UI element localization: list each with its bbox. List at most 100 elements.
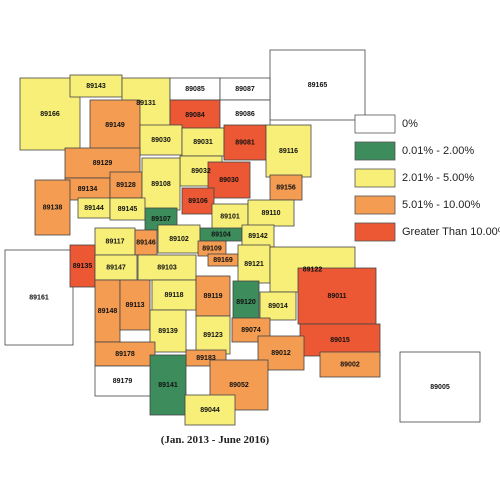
zip-label: 89086 bbox=[235, 111, 255, 118]
zip-region bbox=[247, 199, 295, 227]
zip-label: 89102 bbox=[169, 236, 189, 243]
zip-label: 89169 bbox=[213, 257, 233, 264]
zip-label: 89087 bbox=[235, 86, 255, 93]
zip-label: 89118 bbox=[164, 292, 183, 299]
zip-region bbox=[399, 351, 481, 423]
zip-region bbox=[259, 291, 297, 321]
zip-region bbox=[94, 279, 121, 343]
legend-label: Greater Than 10.00% bbox=[402, 226, 500, 238]
zip-label: 89139 bbox=[158, 328, 178, 335]
zip-label: 89128 bbox=[116, 182, 136, 189]
zip-label: 89044 bbox=[200, 407, 220, 414]
zip-label: 89101 bbox=[220, 213, 240, 220]
zip-region bbox=[141, 157, 181, 211]
zip-label: 89110 bbox=[261, 210, 280, 217]
zip-label: 89032 bbox=[191, 168, 211, 175]
zip-label: 89030 bbox=[219, 177, 239, 184]
zip-label: 89166 bbox=[40, 111, 60, 118]
caption: (Jan. 2013 - June 2016) bbox=[161, 434, 270, 446]
zip-label: 89121 bbox=[244, 261, 264, 268]
zip-label: 89141 bbox=[158, 382, 178, 389]
zip-label: 89179 bbox=[113, 378, 133, 385]
legend-swatch bbox=[354, 222, 396, 242]
zip-label: 89107 bbox=[151, 216, 171, 223]
zip-label: 89122 bbox=[303, 266, 323, 273]
zip-label: 89117 bbox=[105, 238, 124, 245]
zip-label: 89085 bbox=[185, 86, 205, 93]
zip-label: 89015 bbox=[330, 337, 350, 344]
zip-label: 89143 bbox=[86, 83, 106, 90]
zip-region bbox=[195, 275, 231, 317]
zip-region bbox=[94, 254, 138, 281]
legend-swatch bbox=[354, 195, 396, 215]
legend: 0% 0.01% - 2.00% 2.01% - 5.00% 5.01% - 10.0… bbox=[354, 114, 500, 242]
zip-label: 89104 bbox=[211, 231, 231, 238]
zip-region bbox=[151, 279, 197, 311]
zip-label: 89138 bbox=[43, 204, 63, 211]
zip-label: 89031 bbox=[193, 139, 213, 146]
zip-label: 89074 bbox=[241, 327, 261, 334]
zip-label: 89146 bbox=[136, 239, 156, 246]
zip-region bbox=[94, 227, 136, 256]
zip-label: 89011 bbox=[327, 293, 346, 300]
zip-label: 89113 bbox=[125, 302, 144, 309]
zip-region bbox=[223, 124, 267, 161]
zip-label: 89120 bbox=[236, 299, 256, 306]
zip-label: 89142 bbox=[248, 233, 268, 240]
regions: 89165 89161 89005 89166 89143 89131 89085 89087… bbox=[4, 49, 481, 426]
zip-label: 89119 bbox=[203, 293, 222, 300]
zip-region bbox=[232, 280, 260, 324]
zip-label: 89165 bbox=[308, 82, 328, 89]
zip-region bbox=[109, 171, 143, 199]
legend-label: 5.01% - 10.00% bbox=[402, 199, 480, 211]
zip-label: 89135 bbox=[73, 263, 93, 270]
zip-label: 89144 bbox=[84, 205, 104, 212]
zip-region bbox=[184, 394, 236, 426]
zip-region bbox=[139, 124, 183, 156]
zip-label: 89145 bbox=[118, 206, 138, 213]
legend-label: 2.01% - 5.00% bbox=[402, 172, 474, 184]
zip-region bbox=[181, 187, 215, 215]
zip-label: 89129 bbox=[93, 160, 113, 167]
zip-label: 89005 bbox=[430, 384, 450, 391]
zip-label: 89106 bbox=[188, 198, 208, 205]
legend-swatch bbox=[354, 141, 396, 161]
zip-label: 89002 bbox=[340, 361, 360, 368]
zip-label: 89161 bbox=[29, 294, 49, 301]
zip-label: 89014 bbox=[268, 303, 288, 310]
zip-region bbox=[219, 99, 271, 129]
zip-region bbox=[34, 179, 71, 236]
zip-label: 89131 bbox=[136, 100, 156, 107]
zip-region bbox=[299, 323, 381, 357]
zip-label: 89134 bbox=[78, 186, 98, 193]
zip-label: 89109 bbox=[202, 245, 222, 252]
zip-label: 89183 bbox=[196, 355, 216, 362]
zip-region bbox=[269, 49, 366, 121]
zip-region bbox=[4, 249, 74, 346]
zip-label: 89156 bbox=[276, 184, 296, 191]
zip-label: 89084 bbox=[185, 112, 205, 119]
zip-region bbox=[89, 99, 141, 151]
zip-region bbox=[157, 224, 201, 254]
zip-label: 89116 bbox=[279, 148, 298, 155]
zip-label: 89052 bbox=[229, 382, 249, 389]
zip-label: 89178 bbox=[115, 351, 135, 358]
zip-label: 89123 bbox=[203, 332, 223, 339]
zip-region bbox=[94, 365, 151, 397]
zip-region bbox=[195, 315, 231, 355]
zip-label: 89149 bbox=[105, 122, 125, 129]
zip-label: 89147 bbox=[106, 264, 126, 271]
zip-label: 89103 bbox=[157, 264, 177, 271]
zip-label: 89012 bbox=[271, 350, 291, 357]
legend-swatch bbox=[354, 114, 396, 134]
zip-region bbox=[119, 279, 151, 331]
legend-label: 0.01% - 2.00% bbox=[402, 145, 474, 157]
zip-region bbox=[265, 124, 312, 178]
zip-region bbox=[319, 351, 381, 378]
zip-region bbox=[207, 161, 251, 199]
zip-region bbox=[149, 309, 187, 353]
zip-label: 89108 bbox=[151, 181, 171, 188]
zip-label: 89081 bbox=[235, 139, 255, 146]
